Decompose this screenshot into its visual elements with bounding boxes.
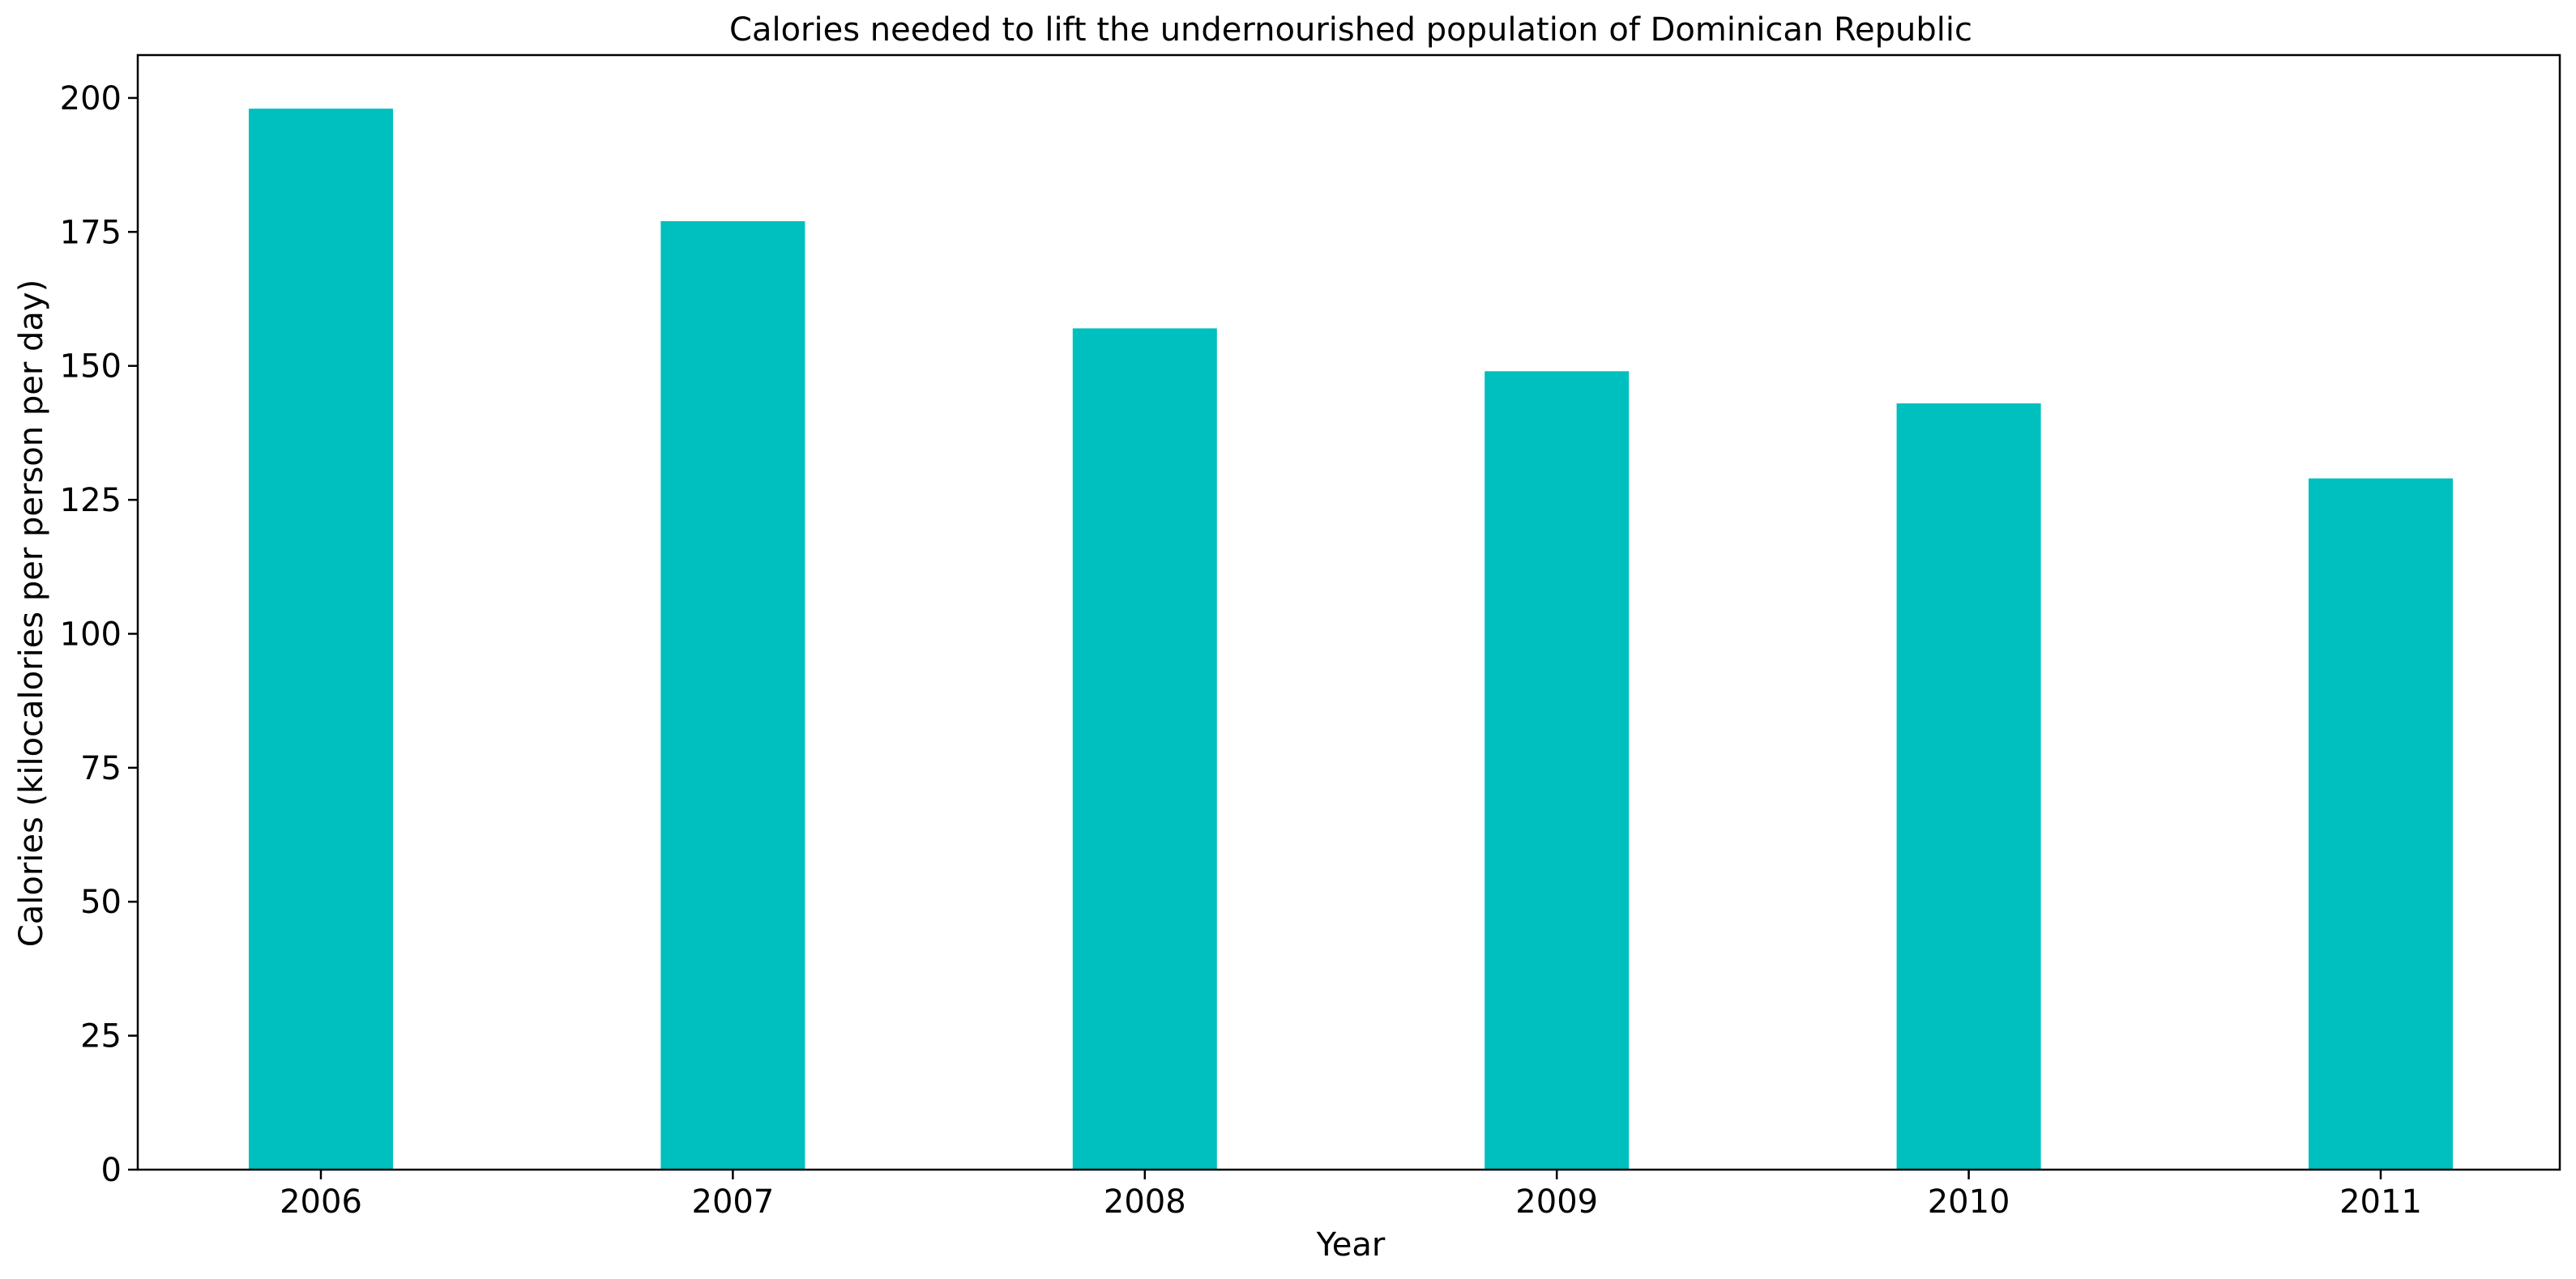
bars-group — [249, 109, 2453, 1170]
bar-2010 — [1896, 403, 2041, 1170]
y-tick-label: 50 — [80, 884, 122, 921]
x-axis-label: Year — [1316, 1226, 1386, 1264]
y-tick-label: 75 — [80, 750, 122, 787]
chart-title: Calories needed to lift the undernourish… — [729, 11, 1972, 49]
bar-2008 — [1072, 328, 1217, 1170]
x-tick-label: 2011 — [2339, 1183, 2422, 1221]
x-axis-ticks: 2006 2007 2008 2009 2010 2011 — [280, 1170, 2422, 1221]
bar-2011 — [2309, 478, 2453, 1170]
y-tick-label: 175 — [60, 214, 122, 251]
y-tick-label: 25 — [80, 1018, 122, 1055]
y-tick-label: 125 — [60, 482, 122, 519]
y-tick-label: 0 — [101, 1152, 122, 1189]
x-tick-label: 2010 — [1928, 1183, 2010, 1221]
y-axis-ticks: 0 25 50 75 100 125 150 175 200 — [60, 80, 138, 1189]
y-tick-label: 150 — [60, 348, 122, 386]
bar-2006 — [249, 109, 393, 1170]
plot-area-frame — [136, 53, 2561, 1171]
x-tick-label: 2007 — [692, 1183, 775, 1221]
x-tick-label: 2008 — [1104, 1183, 1186, 1221]
bar-2009 — [1485, 371, 1630, 1170]
x-tick-label: 2009 — [1515, 1183, 1598, 1221]
y-tick-label: 100 — [60, 616, 122, 653]
x-tick-label: 2006 — [280, 1183, 362, 1221]
y-axis-label: Calories (kilocalories per person per da… — [13, 279, 50, 947]
bar-2007 — [660, 221, 805, 1170]
y-tick-label: 200 — [60, 80, 122, 117]
